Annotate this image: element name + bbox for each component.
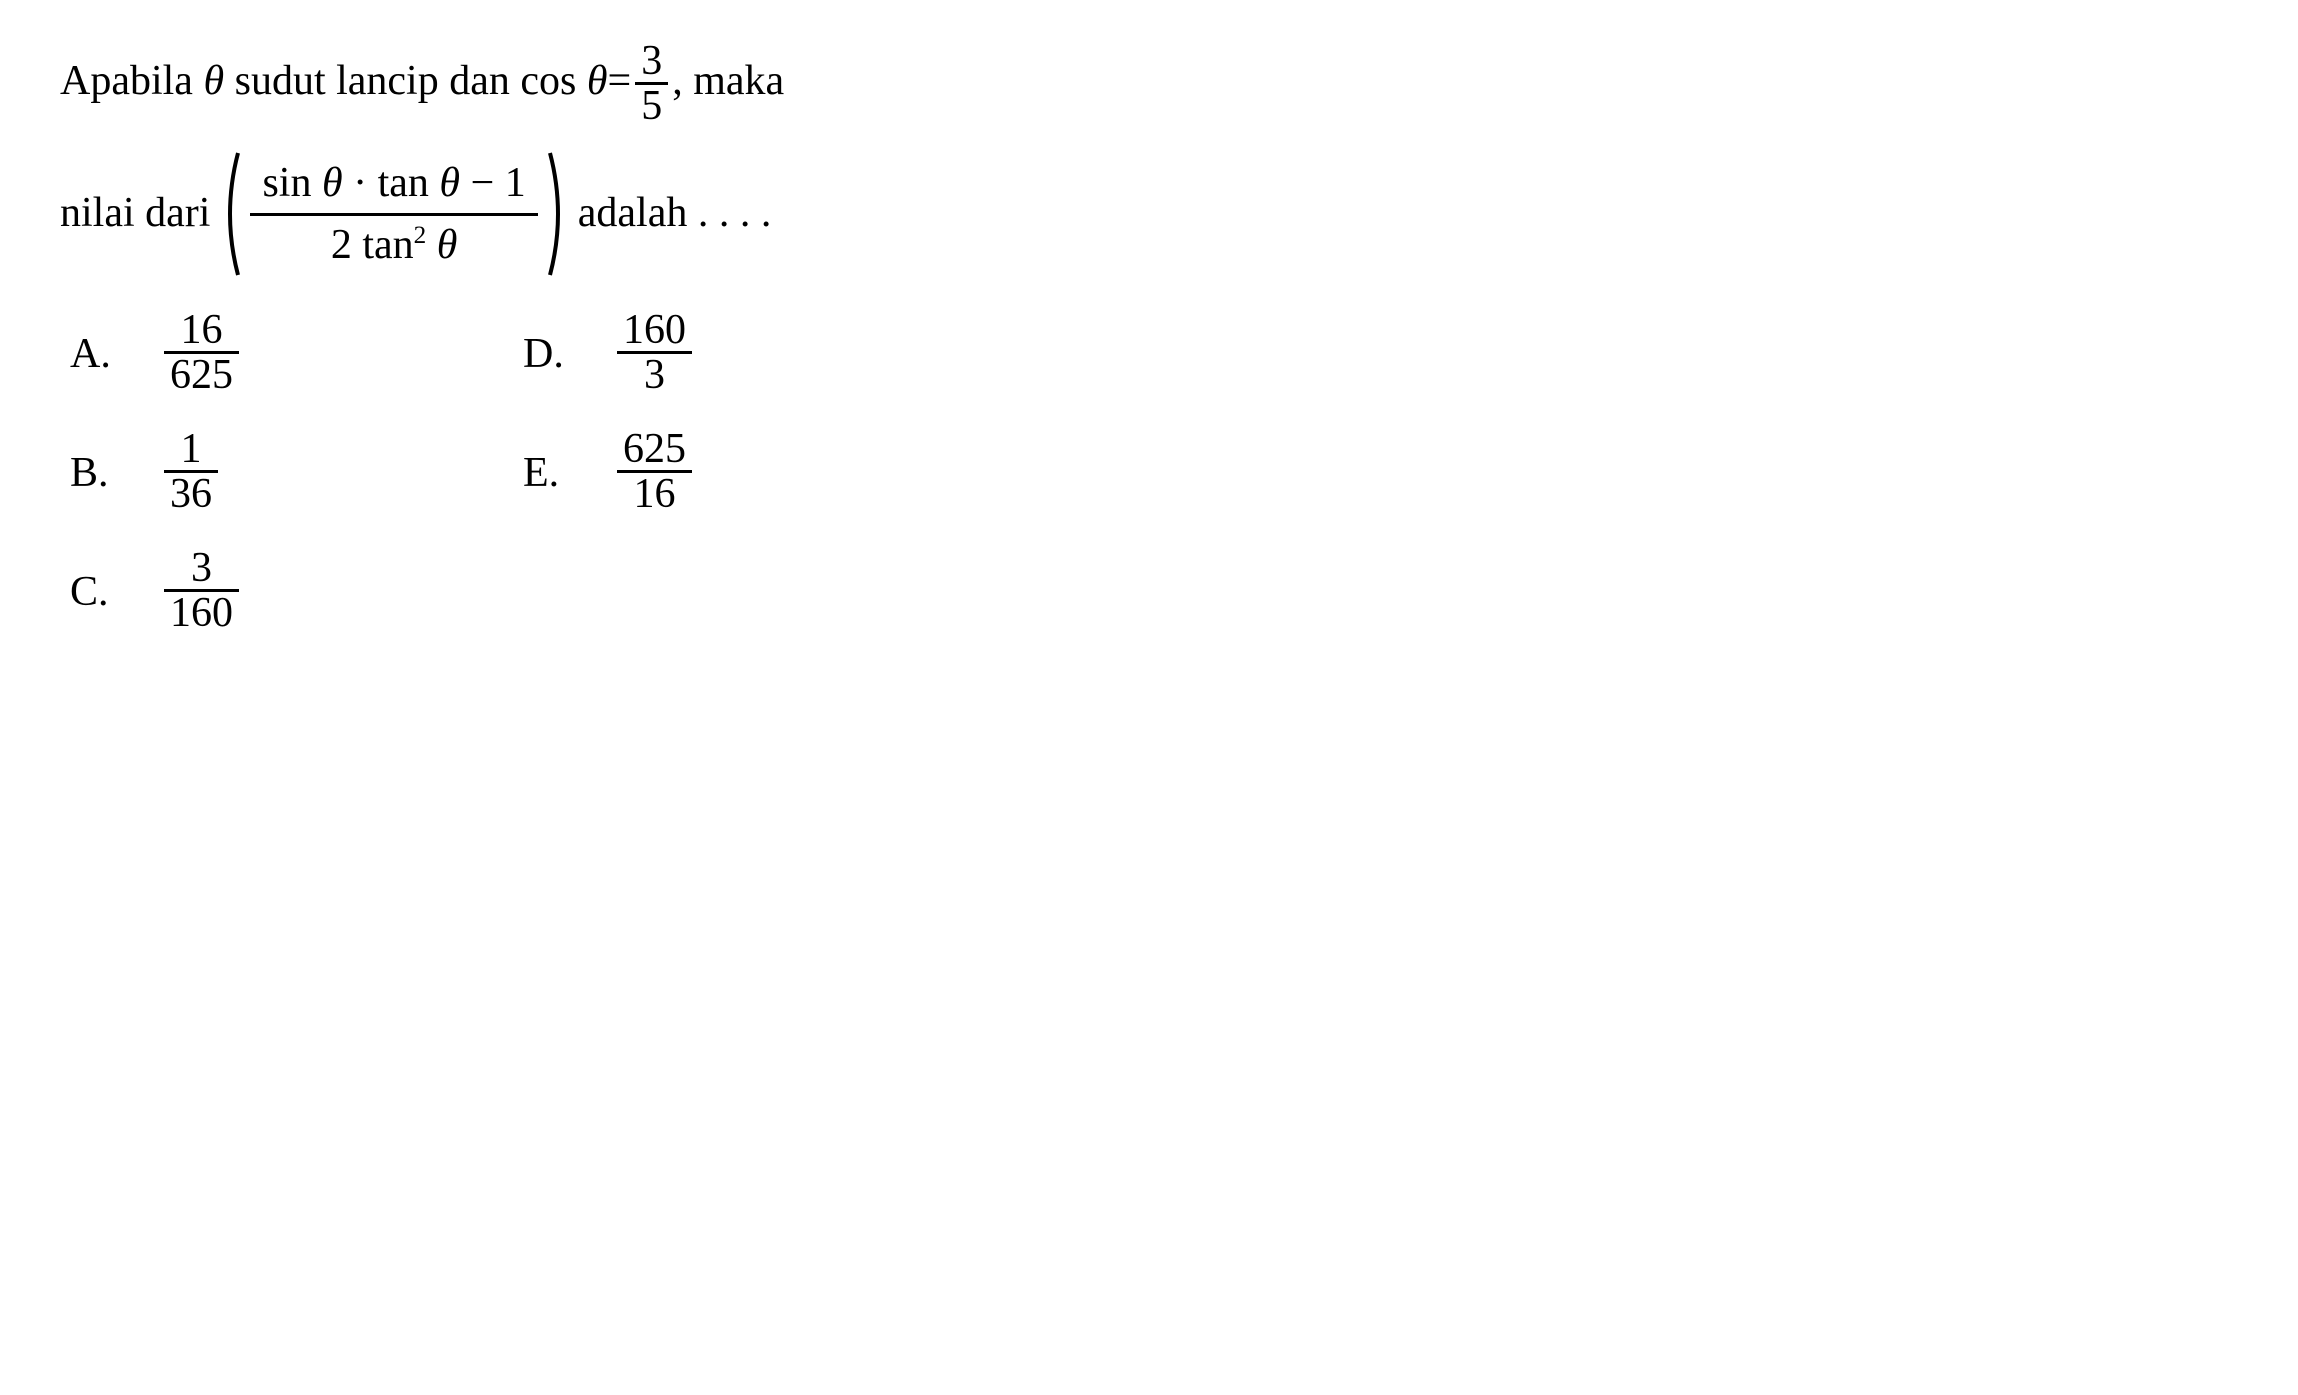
options-right-column: D. 160 3 E. 625 16	[523, 309, 696, 636]
option-c-fraction: 3 160	[164, 547, 239, 636]
option-e-fraction: 625 16	[617, 428, 692, 517]
text-pre: Apabila	[60, 58, 203, 104]
fraction-3-5: 3 5	[635, 40, 668, 129]
option-label: D.	[523, 330, 573, 378]
option-label: C.	[70, 568, 120, 616]
main-fraction: sin θ · tan θ − 1 2 tan2 θ	[250, 154, 537, 274]
option-a-den: 625	[164, 354, 239, 398]
option-c[interactable]: C. 3 160	[70, 547, 243, 636]
option-a[interactable]: A. 16 625	[70, 309, 243, 398]
tan-text: tan	[378, 160, 440, 206]
option-label: E.	[523, 449, 573, 497]
theta-5: θ	[437, 222, 458, 268]
option-e-den: 16	[617, 473, 692, 517]
theta-3: θ	[322, 160, 343, 206]
question-line-2: nilai dari sin θ · tan θ − 1 2 tan2 θ ad…	[60, 149, 2238, 279]
left-paren-icon	[218, 149, 244, 279]
main-denominator: 2 tan2 θ	[250, 216, 537, 274]
minus-one: − 1	[460, 160, 526, 206]
squared: 2	[414, 222, 427, 249]
option-b-fraction: 1 36	[164, 428, 218, 517]
options-left-column: A. 16 625 B. 1 36 C. 3 160	[70, 309, 243, 636]
option-b-den: 36	[164, 473, 218, 517]
option-e[interactable]: E. 625 16	[523, 428, 696, 517]
text-post: maka	[693, 58, 784, 104]
right-paren-icon	[544, 149, 570, 279]
option-e-num: 625	[617, 428, 692, 473]
numerator: 3	[635, 40, 668, 85]
option-d[interactable]: D. 160 3	[523, 309, 696, 398]
dot-operator: ·	[343, 160, 378, 206]
option-d-fraction: 160 3	[617, 309, 692, 398]
option-b[interactable]: B. 1 36	[70, 428, 243, 517]
theta-symbol: θ	[203, 58, 224, 104]
option-c-den: 160	[164, 592, 239, 636]
denominator: 5	[635, 85, 668, 129]
question-line-1: Apabila θ sudut lancip dan cos θ= 3 5 , …	[60, 40, 2238, 129]
option-label: B.	[70, 449, 120, 497]
option-d-num: 160	[617, 309, 692, 354]
space	[426, 222, 437, 268]
tan-text-2: tan	[362, 222, 413, 268]
sin-text: sin	[262, 160, 322, 206]
text-mid: sudut lancip dan cos	[224, 58, 587, 104]
theta-symbol-2: θ	[587, 58, 608, 104]
question-block: Apabila θ sudut lancip dan cos θ= 3 5 , …	[60, 40, 2238, 279]
option-a-num: 16	[164, 309, 239, 354]
option-a-fraction: 16 625	[164, 309, 239, 398]
coeff-2: 2	[331, 222, 363, 268]
text-post-2: adalah . . . .	[578, 180, 772, 247]
options-container: A. 16 625 B. 1 36 C. 3 160 D. 160	[60, 309, 2238, 636]
main-numerator: sin θ · tan θ − 1	[250, 154, 537, 215]
option-c-num: 3	[164, 547, 239, 592]
text-pre-2: nilai dari	[60, 180, 210, 247]
comma: ,	[672, 58, 693, 104]
option-b-num: 1	[164, 428, 218, 473]
equals: =	[608, 58, 632, 104]
option-label: A.	[70, 330, 120, 378]
option-d-den: 3	[617, 354, 692, 398]
theta-4: θ	[439, 160, 460, 206]
expression-parenthesized: sin θ · tan θ − 1 2 tan2 θ	[218, 149, 569, 279]
